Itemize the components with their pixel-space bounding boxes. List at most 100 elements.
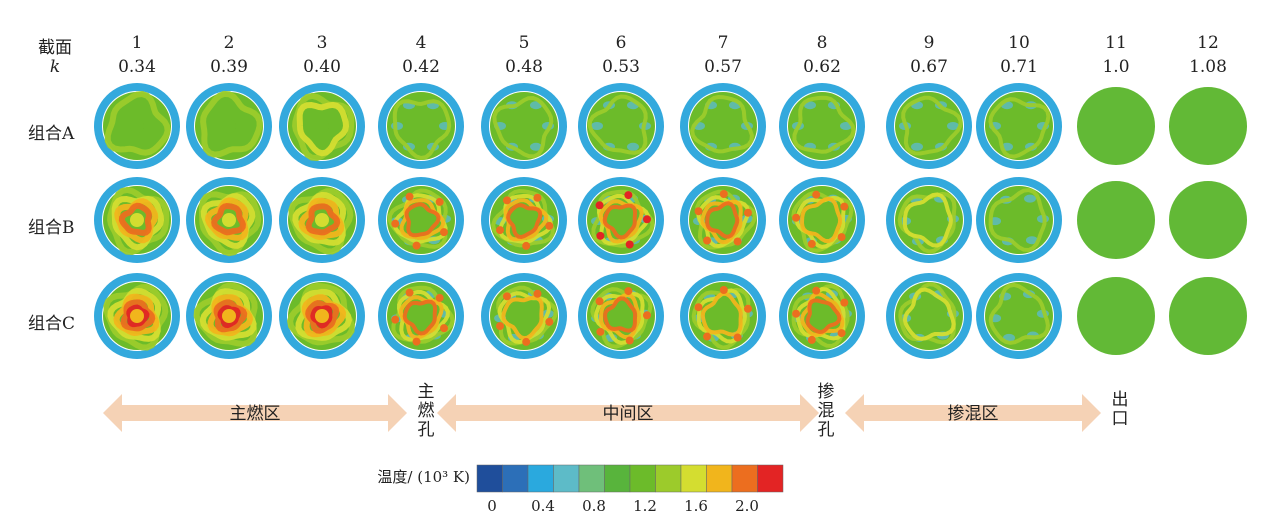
legend-tick: 0 [487, 497, 497, 515]
temperature-band [603, 296, 638, 333]
intermediate-zone-arrow [437, 394, 819, 432]
temperature-band [292, 191, 347, 246]
cross-section [279, 177, 365, 263]
hot-spot [391, 315, 400, 324]
cross-section [94, 273, 180, 359]
hot-spot [545, 317, 554, 326]
hot-spot [812, 190, 821, 199]
section-k-value: 0.39 [210, 57, 248, 77]
cross-section [279, 83, 365, 169]
header-k-label: k [49, 57, 61, 77]
cross-section [578, 273, 664, 359]
section-k-value: 0.62 [803, 57, 841, 77]
temperature-band [305, 203, 341, 236]
hot-spot [743, 304, 752, 313]
hot-spot [837, 329, 846, 338]
hot-spot [624, 287, 633, 296]
temperature-band [200, 90, 263, 158]
temperature-band [792, 95, 856, 154]
legend-tick: 0.8 [582, 497, 606, 515]
section-number: 12 [1197, 33, 1219, 53]
cross-section [886, 273, 972, 359]
legend-swatch [757, 464, 784, 493]
temperature-band [199, 288, 257, 341]
temperature-band [120, 299, 156, 332]
hot-spot [837, 233, 846, 242]
temperature-band [506, 203, 543, 240]
center-spot [130, 309, 144, 323]
primary-hole-label: 主燃孔 [417, 382, 435, 440]
hot-spot [503, 292, 512, 301]
hot-spot [405, 288, 414, 297]
temperature-band [113, 293, 160, 337]
legend-swatch [553, 464, 580, 493]
hot-spot [624, 191, 633, 200]
temperature-band [591, 189, 655, 248]
section-number: 8 [816, 33, 828, 53]
hot-spot [545, 221, 554, 230]
section-k-value: 0.71 [1000, 57, 1038, 77]
center-spot [130, 213, 144, 227]
cross-section [378, 273, 464, 359]
row-label-b: 组合B [28, 218, 75, 238]
temperature-band [404, 202, 441, 238]
hot-spot [733, 333, 742, 342]
cool-spot [911, 142, 923, 151]
temperature-band [287, 282, 355, 346]
hot-spot [719, 286, 728, 295]
temperature-band [901, 95, 963, 156]
legend-swatch [527, 464, 554, 493]
exit-label: 出口 [1111, 390, 1129, 429]
legend-swatch [655, 464, 682, 493]
temperature-band [193, 282, 258, 347]
cross-section [680, 177, 766, 263]
cool-spot [804, 101, 816, 110]
temperature-band [310, 305, 333, 329]
temperature-band [902, 192, 953, 248]
temperature-band [399, 198, 446, 241]
cross-section [578, 83, 664, 169]
temperature-band [118, 202, 152, 237]
temperature-band [107, 287, 162, 342]
section-k-value: 0.67 [910, 57, 948, 77]
hot-spot [439, 228, 448, 237]
center-spot [315, 119, 329, 133]
hot-spot [642, 215, 651, 224]
cross-section [976, 83, 1062, 169]
legend-tick: 1.2 [633, 497, 657, 515]
hot-spot [840, 298, 849, 307]
legend-swatch [578, 464, 605, 493]
cross-section [886, 177, 972, 263]
temperature-band [402, 299, 438, 336]
temperature-band [217, 305, 241, 329]
hot-spot [812, 286, 821, 295]
section-k-value: 1.08 [1189, 57, 1227, 77]
intermediate-zone-label: 中间区 [603, 404, 654, 424]
legend-tick: 0.4 [531, 497, 555, 515]
cross-section [1169, 277, 1247, 355]
hot-spot [435, 197, 444, 206]
temperature-legend: 温度/ (10³ K) 0 0.4 0.8 1.2 1.6 2.0 [377, 464, 784, 515]
hot-spot [439, 324, 448, 333]
cross-section [779, 177, 865, 263]
hot-spot [435, 293, 444, 302]
cross-section-grid [94, 83, 1247, 359]
hot-spot [792, 309, 801, 318]
legend-swatch [731, 464, 758, 493]
section-number: 10 [1008, 33, 1030, 53]
cool-spot [591, 122, 603, 130]
center-spot [315, 309, 329, 323]
hot-spot [719, 190, 728, 199]
hot-spot [596, 231, 605, 240]
center-spot [222, 213, 236, 227]
hot-spot [642, 311, 651, 320]
center-spot [222, 119, 236, 133]
temperature-band [700, 291, 743, 337]
section-disc [1077, 277, 1155, 355]
temperature-band [705, 201, 740, 239]
legend-tick: 2.0 [735, 497, 759, 515]
legend-swatch [502, 464, 529, 493]
header-section-label: 截面 [38, 38, 72, 58]
section-number: 9 [923, 33, 935, 53]
hot-spot [694, 207, 703, 216]
